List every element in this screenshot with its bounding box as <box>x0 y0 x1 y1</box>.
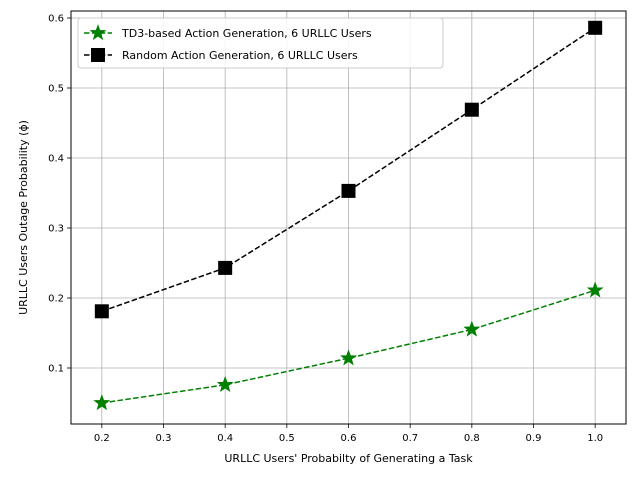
x-tick-label: 0.8 <box>464 433 480 444</box>
data-point-1-3 <box>464 102 479 117</box>
data-point-1-0 <box>94 304 109 319</box>
data-point-0-4 <box>586 281 604 298</box>
data-point-1-4 <box>588 20 603 35</box>
data-point-1-1 <box>218 260 233 275</box>
series-layer <box>93 20 604 411</box>
x-axis-label: URLLC Users' Probabilty of Generating a … <box>224 452 473 465</box>
legend-marker-shape <box>91 48 105 62</box>
grid-lines <box>71 11 626 424</box>
series-line-1 <box>101 27 596 313</box>
data-point-0-3 <box>463 320 481 337</box>
legend: TD3-based Action Generation, 6 URLLC Use… <box>77 17 444 69</box>
legend-marker-td3 <box>89 24 107 41</box>
x-tick-label: 0.4 <box>217 433 233 444</box>
legend-marker-random <box>91 48 105 62</box>
data-point-0-2 <box>340 349 357 366</box>
x-tick-label: 0.7 <box>402 433 418 444</box>
y-tick-label: 0.3 <box>48 224 64 235</box>
x-tick-label: 0.2 <box>94 433 110 444</box>
x-tick-label: 0.9 <box>526 433 542 444</box>
x-tick-label: 0.5 <box>279 433 295 444</box>
series-line-0 <box>101 289 596 404</box>
y-tick-label: 0.1 <box>48 364 64 375</box>
y-tick-label: 0.5 <box>48 84 64 95</box>
data-point-0-1 <box>216 375 234 392</box>
legend-box <box>77 17 444 69</box>
y-axis-label: URLLC Users Outage Probability (ϕ) <box>17 120 30 315</box>
x-tick-label: 0.3 <box>156 433 172 444</box>
axis-ticks: 0.2 0.3 0.4 0.5 0.6 0.7 0.8 0.9 1.0 0.1 0.2 0.3 0.4 0… <box>48 14 603 445</box>
legend-label-random: Random Action Generation, 6 URLLC Users <box>122 49 358 62</box>
x-tick-label: 0.6 <box>341 433 357 444</box>
y-tick-label: 0.4 <box>48 154 64 165</box>
data-point-1-2 <box>341 183 356 198</box>
legend-label-td3: TD3-based Action Generation, 6 URLLC Use… <box>121 27 372 40</box>
x-tick-label: 1.0 <box>587 433 603 444</box>
y-tick-label: 0.6 <box>48 14 64 25</box>
y-tick-label: 0.2 <box>48 294 64 305</box>
legend-marker-shape <box>89 24 107 41</box>
data-point-0-0 <box>93 394 111 411</box>
